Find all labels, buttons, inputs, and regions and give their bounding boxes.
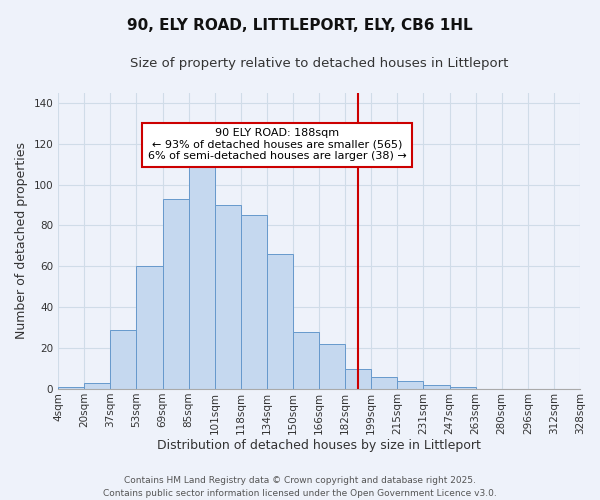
Bar [397, 381, 424, 389]
X-axis label: Distribution of detached houses by size in Littleport: Distribution of detached houses by size … [157, 440, 481, 452]
Bar [110, 330, 136, 389]
Text: 90, ELY ROAD, LITTLEPORT, ELY, CB6 1HL: 90, ELY ROAD, LITTLEPORT, ELY, CB6 1HL [127, 18, 473, 32]
Bar [319, 344, 345, 389]
Bar [136, 266, 163, 389]
Title: Size of property relative to detached houses in Littleport: Size of property relative to detached ho… [130, 58, 508, 70]
Bar [267, 254, 293, 389]
Bar [449, 387, 476, 389]
Bar [215, 205, 241, 389]
Bar [84, 383, 110, 389]
Bar [293, 332, 319, 389]
Text: 90 ELY ROAD: 188sqm
← 93% of detached houses are smaller (565)
6% of semi-detach: 90 ELY ROAD: 188sqm ← 93% of detached ho… [148, 128, 407, 162]
Y-axis label: Number of detached properties: Number of detached properties [15, 142, 28, 340]
Bar [58, 387, 84, 389]
Bar [163, 199, 188, 389]
Bar [188, 164, 215, 389]
Bar [424, 385, 449, 389]
Bar [371, 377, 397, 389]
Text: Contains HM Land Registry data © Crown copyright and database right 2025.
Contai: Contains HM Land Registry data © Crown c… [103, 476, 497, 498]
Bar [241, 215, 267, 389]
Bar [345, 368, 371, 389]
